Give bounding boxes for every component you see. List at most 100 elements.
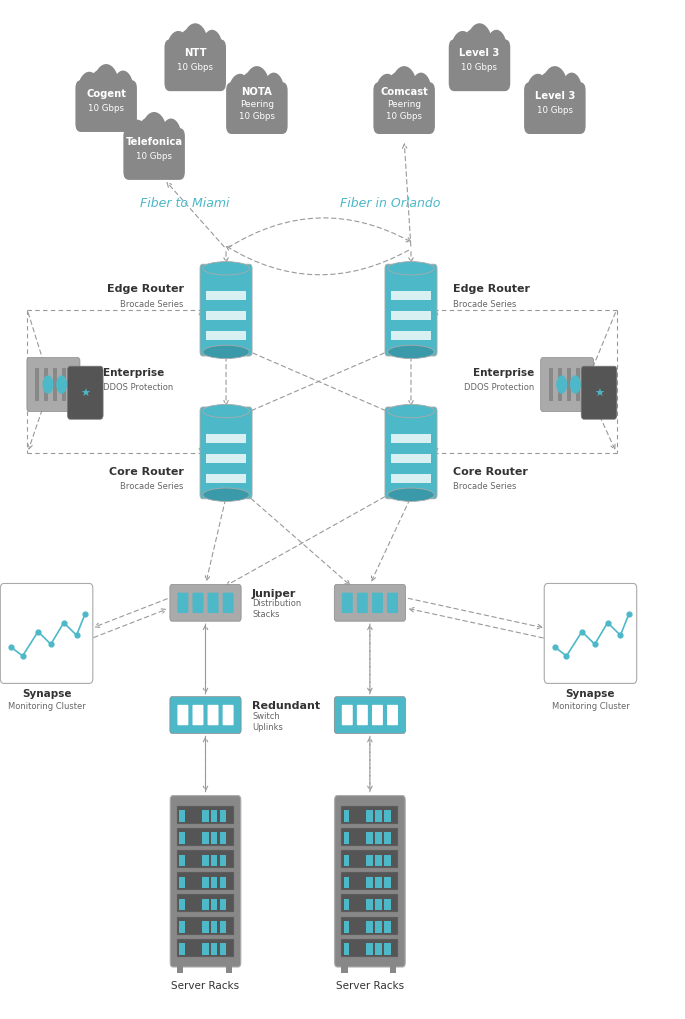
FancyBboxPatch shape <box>192 705 203 726</box>
FancyBboxPatch shape <box>384 810 391 822</box>
Ellipse shape <box>561 73 582 112</box>
FancyBboxPatch shape <box>391 291 431 301</box>
Text: Synapse: Synapse <box>566 688 615 698</box>
Point <box>589 637 600 653</box>
FancyBboxPatch shape <box>341 850 398 868</box>
Point <box>58 614 69 631</box>
Ellipse shape <box>526 74 550 115</box>
Text: DDOS Protection: DDOS Protection <box>103 383 173 391</box>
Ellipse shape <box>462 31 483 67</box>
Text: Telefonica: Telefonica <box>125 137 183 147</box>
Text: 10 Gbps: 10 Gbps <box>462 63 497 71</box>
Text: Peering: Peering <box>240 100 274 108</box>
FancyBboxPatch shape <box>357 593 368 613</box>
FancyBboxPatch shape <box>366 855 373 866</box>
FancyBboxPatch shape <box>575 369 580 401</box>
Text: Brocade Series: Brocade Series <box>453 301 517 309</box>
FancyBboxPatch shape <box>344 810 349 822</box>
FancyBboxPatch shape <box>206 291 246 301</box>
Text: Brocade Series: Brocade Series <box>453 482 517 490</box>
FancyBboxPatch shape <box>201 944 208 955</box>
FancyBboxPatch shape <box>170 697 241 734</box>
Point <box>577 624 588 640</box>
FancyBboxPatch shape <box>206 434 246 443</box>
Ellipse shape <box>203 345 249 360</box>
FancyBboxPatch shape <box>344 877 349 889</box>
FancyBboxPatch shape <box>201 899 208 911</box>
FancyBboxPatch shape <box>341 963 348 973</box>
Text: Core Router: Core Router <box>453 467 528 477</box>
FancyBboxPatch shape <box>53 369 57 401</box>
FancyBboxPatch shape <box>210 944 218 955</box>
Text: DDOS Protection: DDOS Protection <box>464 383 534 391</box>
FancyBboxPatch shape <box>201 877 208 889</box>
Point <box>549 639 560 655</box>
FancyBboxPatch shape <box>210 855 218 866</box>
FancyBboxPatch shape <box>366 810 373 822</box>
Ellipse shape <box>203 405 249 419</box>
Ellipse shape <box>451 32 475 72</box>
Point <box>79 606 90 623</box>
FancyBboxPatch shape <box>210 877 218 889</box>
FancyBboxPatch shape <box>200 408 252 499</box>
FancyBboxPatch shape <box>35 369 39 401</box>
FancyBboxPatch shape <box>566 369 571 401</box>
Ellipse shape <box>388 345 434 360</box>
Point <box>45 637 56 653</box>
FancyBboxPatch shape <box>206 454 246 464</box>
Text: Fiber in Orlando: Fiber in Orlando <box>340 198 440 210</box>
FancyBboxPatch shape <box>390 963 396 973</box>
FancyBboxPatch shape <box>1 584 93 684</box>
FancyBboxPatch shape <box>206 474 246 484</box>
Ellipse shape <box>375 74 399 115</box>
Text: Brocade Series: Brocade Series <box>120 301 184 309</box>
Ellipse shape <box>388 405 434 419</box>
Ellipse shape <box>42 376 53 394</box>
Ellipse shape <box>387 73 408 110</box>
FancyBboxPatch shape <box>179 944 185 955</box>
FancyBboxPatch shape <box>385 265 437 357</box>
Point <box>17 648 28 664</box>
Text: Distribution
Stacks: Distribution Stacks <box>252 598 301 619</box>
FancyBboxPatch shape <box>344 944 349 955</box>
FancyBboxPatch shape <box>179 833 185 844</box>
FancyBboxPatch shape <box>375 899 382 911</box>
Text: Edge Router: Edge Router <box>453 283 530 293</box>
FancyBboxPatch shape <box>62 369 66 401</box>
FancyBboxPatch shape <box>75 82 137 132</box>
FancyBboxPatch shape <box>366 899 373 911</box>
Text: Enterprise: Enterprise <box>473 368 534 378</box>
FancyBboxPatch shape <box>179 877 185 889</box>
FancyBboxPatch shape <box>384 921 391 932</box>
FancyBboxPatch shape <box>177 963 184 973</box>
FancyBboxPatch shape <box>179 810 185 822</box>
FancyBboxPatch shape <box>201 833 208 844</box>
FancyBboxPatch shape <box>219 899 226 911</box>
FancyBboxPatch shape <box>201 921 208 932</box>
Ellipse shape <box>56 376 67 394</box>
Ellipse shape <box>203 262 249 276</box>
FancyBboxPatch shape <box>372 705 383 726</box>
Text: Comcast: Comcast <box>380 87 428 97</box>
FancyBboxPatch shape <box>375 921 382 932</box>
FancyBboxPatch shape <box>170 796 241 967</box>
Text: Server Racks: Server Racks <box>171 980 240 990</box>
Text: Level 3: Level 3 <box>535 91 575 101</box>
FancyBboxPatch shape <box>342 593 353 613</box>
Text: NOTA: NOTA <box>241 87 273 97</box>
FancyBboxPatch shape <box>177 850 234 868</box>
FancyBboxPatch shape <box>391 434 431 443</box>
FancyBboxPatch shape <box>544 584 636 684</box>
FancyBboxPatch shape <box>177 938 234 957</box>
FancyBboxPatch shape <box>177 917 234 934</box>
FancyBboxPatch shape <box>366 944 373 955</box>
FancyBboxPatch shape <box>344 855 349 866</box>
Text: Brocade Series: Brocade Series <box>120 482 184 490</box>
FancyBboxPatch shape <box>341 806 398 824</box>
FancyBboxPatch shape <box>366 921 373 932</box>
Point <box>71 628 82 644</box>
FancyBboxPatch shape <box>391 312 431 321</box>
Ellipse shape <box>112 71 134 110</box>
Text: Monitoring Cluster: Monitoring Cluster <box>8 702 86 710</box>
Text: 10 Gbps: 10 Gbps <box>88 104 124 112</box>
